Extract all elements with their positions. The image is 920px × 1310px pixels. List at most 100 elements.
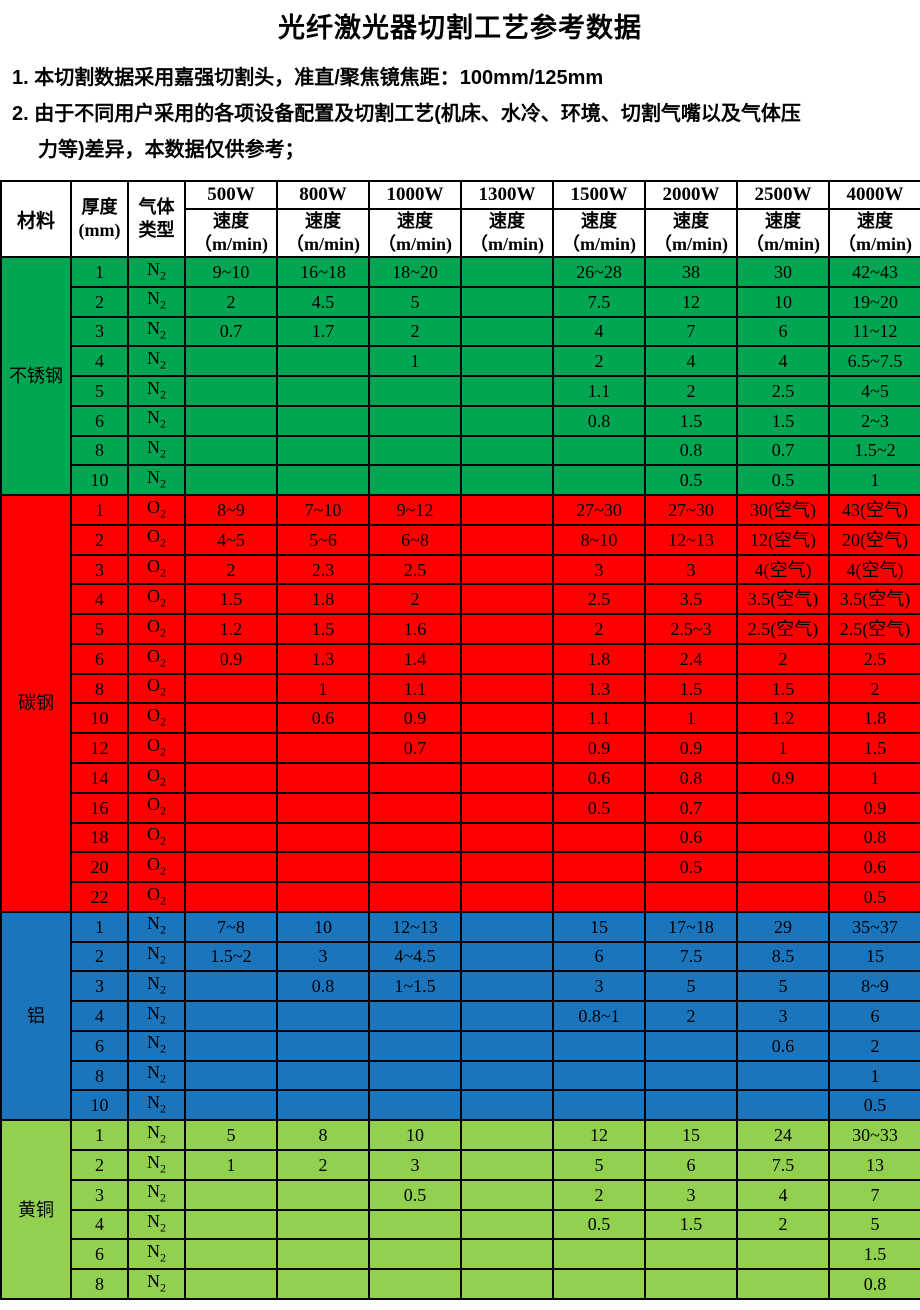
gas-subscript: 2 (160, 536, 166, 551)
speed-cell (552, 464, 646, 497)
notes: 1. 本切割数据采用嘉强切割头，准直/聚焦镜焦距：100mm/125mm 2. 由… (12, 60, 920, 168)
speed-cell (276, 1029, 370, 1062)
table-row: 6 O2 0.9 1.3 1.4 1.8 2.4 2 2.5 (1, 642, 920, 675)
speed-cell: 0.9 (552, 732, 646, 765)
header-speed-1500W: 速度 （m/min) (552, 208, 646, 258)
speed-cell: 1.1 (552, 702, 646, 735)
speed-cell (184, 375, 278, 407)
gas-symbol: O (147, 824, 160, 845)
gas-cell: O2 (127, 642, 186, 675)
speed-cell: 5 (644, 970, 738, 1003)
gas-symbol: N (147, 913, 160, 934)
speed-cell: 1~1.5 (368, 970, 462, 1003)
speed-cell: 1.2 (736, 702, 830, 735)
table-row: 3 N2 0.5 2 3 4 7 (1, 1178, 920, 1211)
table-row: 6 N2 1.5 (1, 1238, 920, 1271)
header-speed-label: 速度 (213, 211, 249, 231)
table-row: 14 O2 0.6 0.8 0.9 1 (1, 762, 920, 794)
speed-cell: 1.1 (368, 672, 462, 705)
speed-cell: 2 (552, 613, 646, 645)
thickness-cell: 1 (70, 1119, 129, 1151)
speed-cell: 4 (736, 1178, 830, 1211)
gas-subscript: 2 (160, 476, 166, 491)
speed-cell: 1.8 (276, 583, 370, 616)
speed-cell: 4~5 (828, 375, 920, 407)
gas-subscript: 2 (160, 774, 166, 789)
speed-cell (552, 821, 646, 854)
thickness-cell: 2 (70, 523, 129, 556)
gas-subscript: 2 (160, 1012, 166, 1027)
gas-subscript: 2 (160, 595, 166, 610)
speed-cell (184, 732, 278, 765)
speed-cell: 0.5 (368, 1178, 462, 1211)
speed-cell: 15 (828, 940, 920, 973)
gas-cell: O2 (127, 821, 186, 854)
speed-cell (460, 851, 554, 884)
speed-cell: 2 (736, 642, 830, 675)
speed-cell: 0.6 (276, 702, 370, 735)
gas-subscript: 2 (160, 327, 166, 342)
speed-cell: 12~13 (644, 523, 738, 556)
gas-symbol: N (147, 377, 160, 398)
speed-cell: 0.5 (828, 1089, 920, 1122)
gas-subscript: 2 (160, 803, 166, 818)
gas-subscript: 2 (160, 1280, 166, 1295)
table-row: 8 O2 1 1.1 1.3 1.5 1.5 2 (1, 672, 920, 705)
speed-cell: 1.5~2 (184, 940, 278, 973)
speed-cell: 1.5 (828, 732, 920, 765)
gas-subscript: 2 (160, 684, 166, 699)
speed-cell (460, 732, 554, 765)
speed-cell (552, 1268, 646, 1300)
speed-cell: 2.5(空气) (828, 613, 920, 645)
speed-cell: 0.9 (368, 702, 462, 735)
table-row: 碳钢 1 O2 8~9 7~10 9~12 27~30 27~30 30(空气) 43(空气) (0, 494, 920, 913)
speed-cell: 4.5 (276, 285, 370, 318)
gas-symbol: N (147, 1240, 160, 1261)
speed-cell: 2 (828, 1029, 920, 1062)
gas-symbol: O (147, 586, 160, 606)
speed-cell (368, 434, 462, 467)
speed-cell: 4 (552, 315, 646, 348)
gas-subscript: 2 (160, 1250, 166, 1265)
speed-cell: 30 (736, 256, 830, 288)
speed-cell: 1.8 (828, 702, 920, 735)
speed-cell (460, 1208, 554, 1241)
gas-cell: O2 (127, 762, 186, 794)
speed-cell: 0.8 (276, 970, 370, 1003)
speed-cell (276, 821, 370, 854)
gas-symbol: O (147, 556, 160, 577)
gas-subscript: 2 (160, 833, 166, 848)
speed-cell: 1 (828, 762, 920, 794)
gas-symbol: O (147, 526, 160, 547)
gas-subscript: 2 (160, 982, 166, 997)
speed-cell: 0.8~1 (552, 1000, 646, 1032)
speed-cell: 8~10 (552, 523, 646, 556)
speed-cell: 11~12 (828, 315, 920, 348)
table-row: 8 N2 0.8 (1, 1268, 920, 1300)
gas-symbol: N (147, 407, 160, 428)
table-row: 10 N2 0.5 0.5 1 (1, 464, 920, 497)
speed-cell: 15 (644, 1119, 738, 1151)
gas-symbol: O (147, 764, 160, 785)
header-power-2500W: 2500W (736, 180, 830, 210)
speed-cell: 1 (644, 702, 738, 735)
gas-cell: O2 (127, 791, 186, 824)
gas-cell: N2 (127, 404, 186, 437)
speed-cell: 6 (736, 315, 830, 348)
speed-cell (276, 345, 370, 378)
gas-subscript: 2 (160, 1131, 166, 1146)
speed-cell (460, 553, 554, 586)
header-thickness: 厚度 (mm) (70, 180, 129, 258)
speed-cell (184, 434, 278, 467)
speed-cell: 1.5 (644, 1208, 738, 1241)
speed-cell: 0.5 (552, 1208, 646, 1241)
speed-cell (460, 940, 554, 973)
header-row-speed: 速度 （m/min) 速度 （m/min) 速度 （m/min) 速度 （m/min) 速度 （m… (1, 208, 920, 258)
speed-cell: 2 (644, 375, 738, 407)
gas-cell: N2 (127, 1178, 186, 1211)
speed-cell (276, 464, 370, 497)
speed-cell: 2 (184, 285, 278, 318)
speed-cell (460, 375, 554, 407)
speed-cell: 0.5 (644, 464, 738, 497)
speed-cell (368, 1029, 462, 1062)
